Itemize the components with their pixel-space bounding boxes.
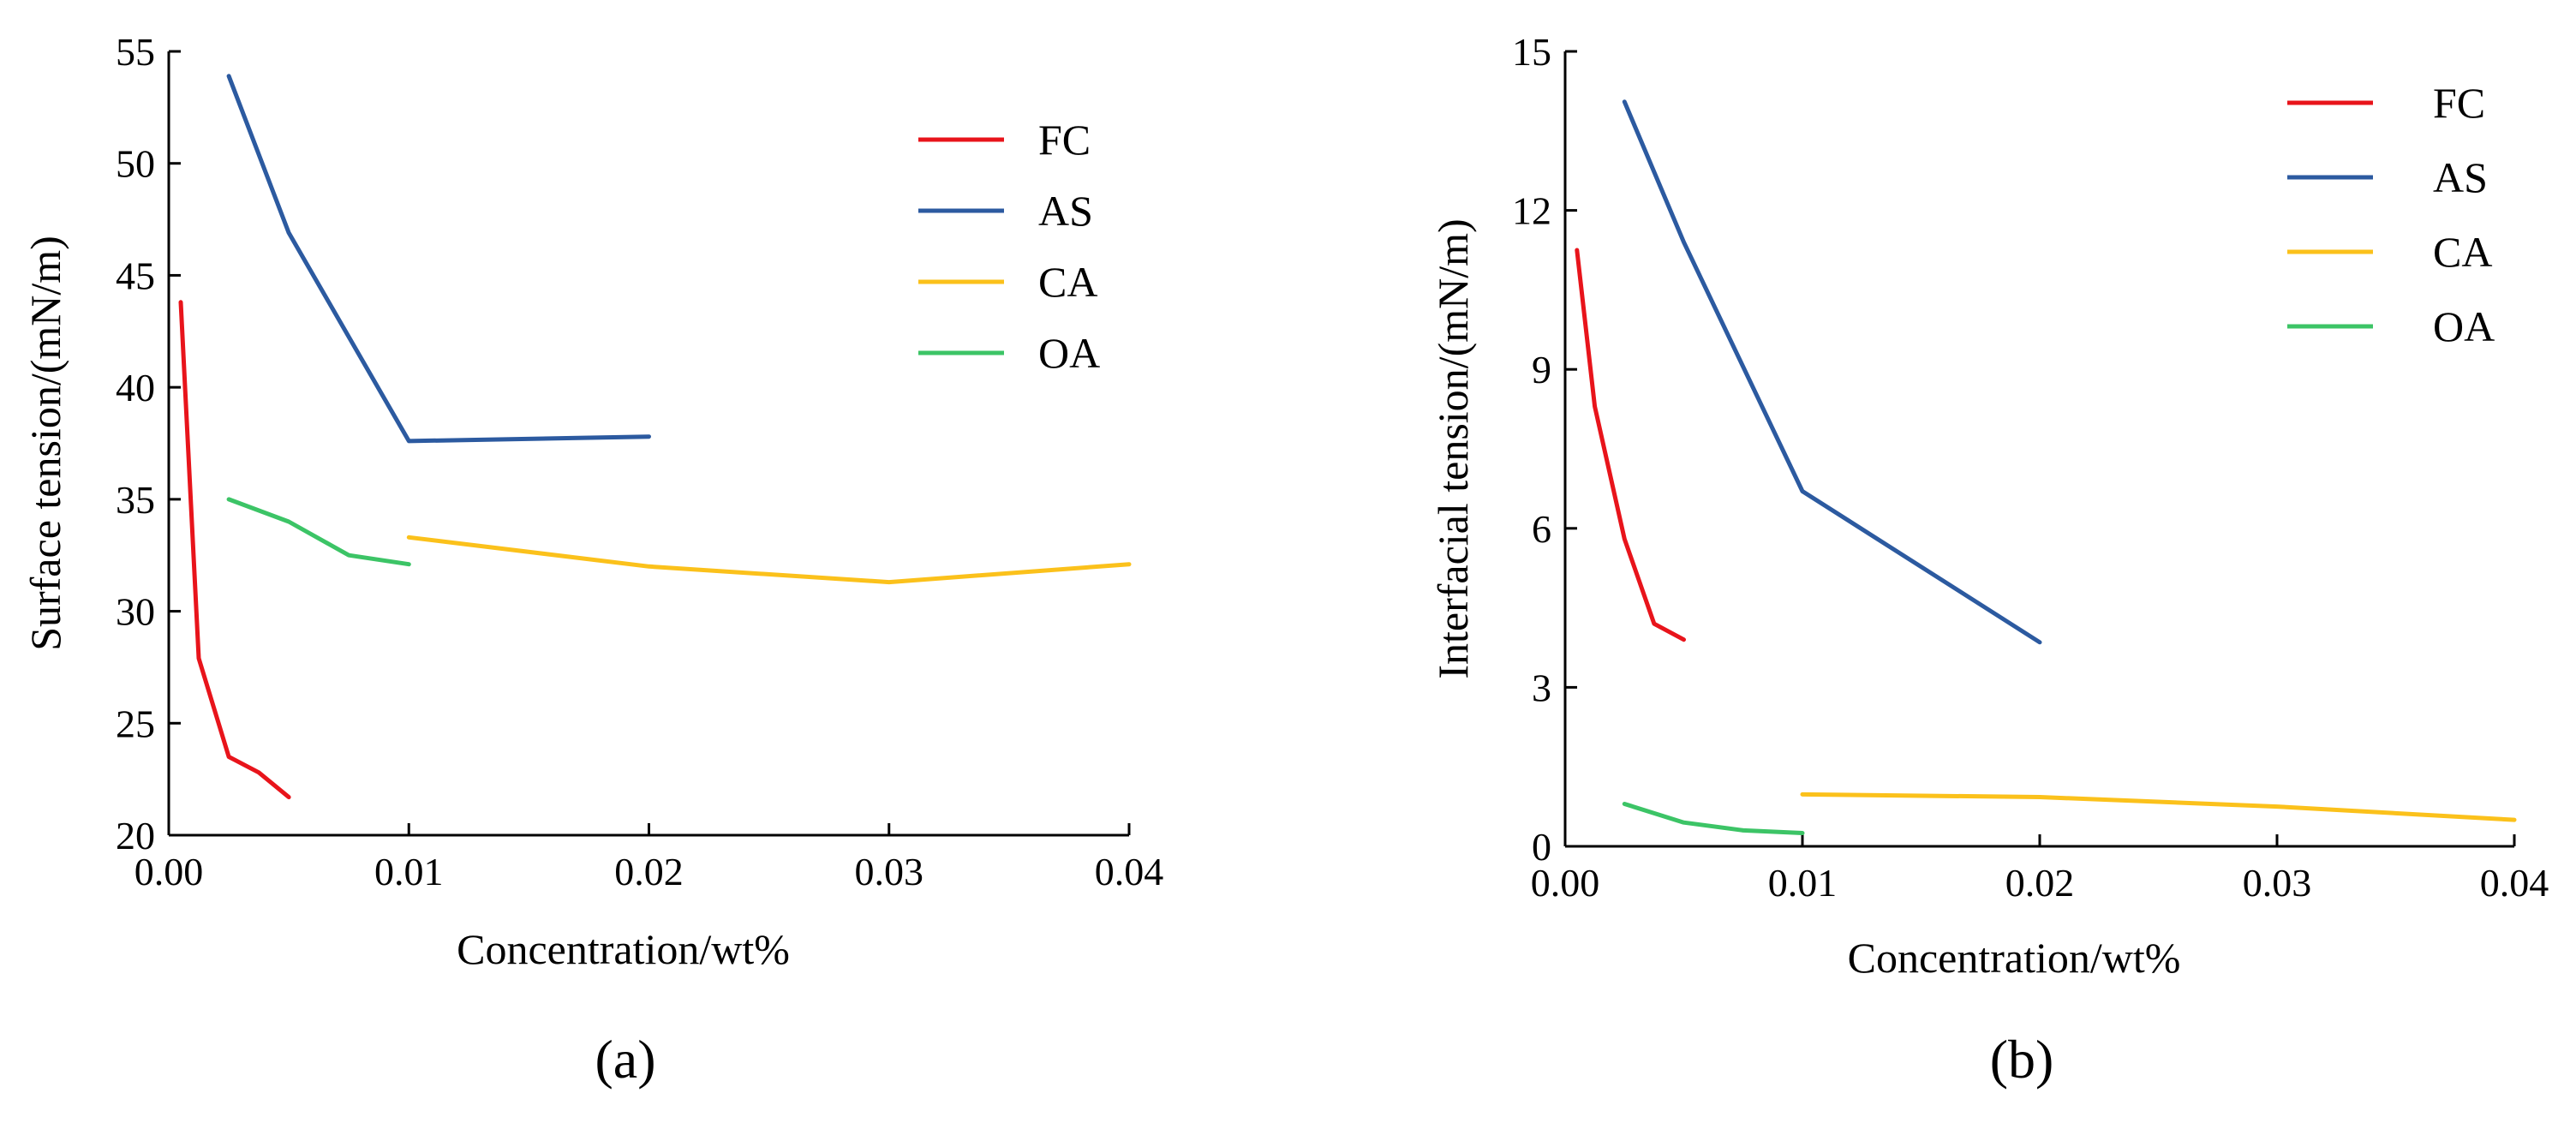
legend-label-ca: CA [2433,228,2492,276]
x-tick-label: 0.02 [614,850,684,893]
y-tick-label: 35 [116,478,155,522]
series-line-oa [226,497,411,567]
series-line-oa [1622,802,1805,835]
panel-a: 0.00 0.01 0.02 0.03 0.04 20 25 30 35 40 45 50 55 Conc… [21,30,1163,1090]
y-tick-label: 30 [116,590,155,634]
x-tick-label: 0.02 [2005,861,2075,905]
legend-label-oa: OA [1038,329,1100,377]
y-tick-label: 55 [116,30,155,74]
x-tick-label: 0.01 [374,850,444,893]
legend-label-as: AS [2433,153,2488,201]
x-tick-label: 0.01 [1768,861,1838,905]
panel-label: (a) [595,1029,655,1090]
x-tick-label: 0.00 [134,850,204,893]
legend-label-fc: FC [2433,79,2485,127]
y-tick-label: 50 [116,142,155,186]
x-tick-label: 0.00 [1531,861,1600,905]
panel-label: (b) [1990,1029,2054,1090]
series-line-fc [178,300,291,800]
y-tick-label: 9 [1532,348,1551,391]
series-line-ca [1800,791,2517,822]
series-line-as [226,74,651,444]
y-tick-label: 40 [116,366,155,409]
y-tick-label: 20 [116,814,155,857]
legend-label-fc: FC [1038,116,1091,164]
panel-b: 0.00 0.01 0.02 0.03 0.04 0 3 6 9 12 15 Concentratio… [1429,30,2549,1090]
y-tick-label: 25 [116,702,155,745]
y-axis-title: Surface tension/(mN/m) [21,236,69,651]
y-tick-label: 15 [1512,30,1551,74]
x-axis-title: Concentration/wt% [457,925,790,973]
y-axis-title: Interfacial tension/(mN/m) [1429,218,1477,678]
y-tick-label: 0 [1532,825,1551,869]
series-line-ca [406,535,1132,585]
series-line-fc [1575,248,1686,642]
series-line-as [1622,99,2042,645]
x-axis-title: Concentration/wt% [1848,934,2181,982]
x-tick-label: 0.04 [2480,861,2549,905]
x-tick-label: 0.03 [855,850,924,893]
legend-label-as: AS [1038,187,1093,235]
y-tick-label: 45 [116,254,155,297]
x-tick-label: 0.04 [1095,850,1164,893]
y-tick-label: 6 [1532,507,1551,551]
legend-label-ca: CA [1038,258,1097,306]
x-tick-label: 0.03 [2243,861,2312,905]
y-tick-label: 3 [1532,666,1551,709]
y-tick-label: 12 [1512,189,1551,233]
legend-label-oa: OA [2433,302,2495,350]
